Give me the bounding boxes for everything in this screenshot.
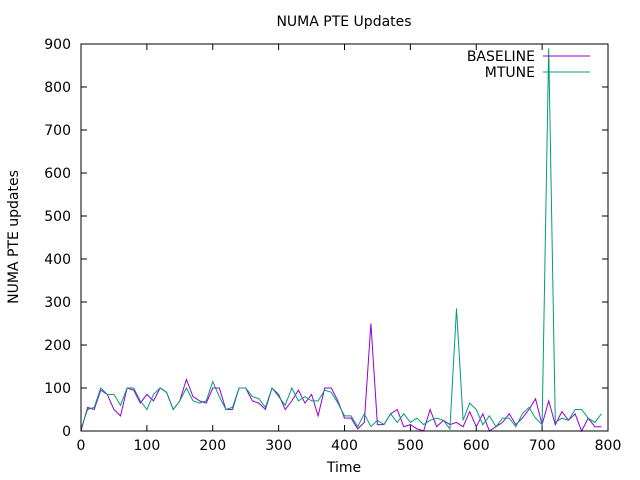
y-tick-label: 200 xyxy=(44,338,71,354)
x-axis-label: Time xyxy=(326,460,361,476)
y-tick-label: 600 xyxy=(44,166,71,182)
x-tick-label: 300 xyxy=(265,438,292,454)
x-tick-label: 0 xyxy=(77,438,86,454)
x-tick-label: 100 xyxy=(134,438,161,454)
x-tick-label: 200 xyxy=(199,438,226,454)
y-tick-label: 0 xyxy=(62,424,71,440)
axis-ticks: 0 100 200 300 400 500 600 700 800 0 100 200 300 400 50… xyxy=(44,37,621,454)
x-tick-label: 700 xyxy=(529,438,556,454)
legend-label-mtune: MTUNE xyxy=(485,65,535,81)
x-tick-label: 600 xyxy=(463,438,490,454)
series-layer xyxy=(80,48,602,433)
y-tick-label: 900 xyxy=(44,37,71,53)
y-tick-label: 400 xyxy=(44,252,71,268)
y-tick-label: 800 xyxy=(44,80,71,96)
plot-frame xyxy=(80,43,609,432)
series-line-baseline xyxy=(80,323,602,433)
y-tick-label: 100 xyxy=(44,381,71,397)
y-tick-label: 700 xyxy=(44,123,71,139)
series-line-mtune xyxy=(80,48,602,431)
x-tick-label: 500 xyxy=(397,438,424,454)
chart-title: NUMA PTE Updates xyxy=(276,14,411,30)
x-tick-label: 800 xyxy=(595,438,622,454)
legend-label-baseline: BASELINE xyxy=(467,49,535,65)
x-tick-label: 400 xyxy=(331,438,358,454)
y-axis-label: NUMA PTE updates xyxy=(6,170,22,304)
y-tick-label: 300 xyxy=(44,295,71,311)
y-tick-label: 500 xyxy=(44,209,71,225)
